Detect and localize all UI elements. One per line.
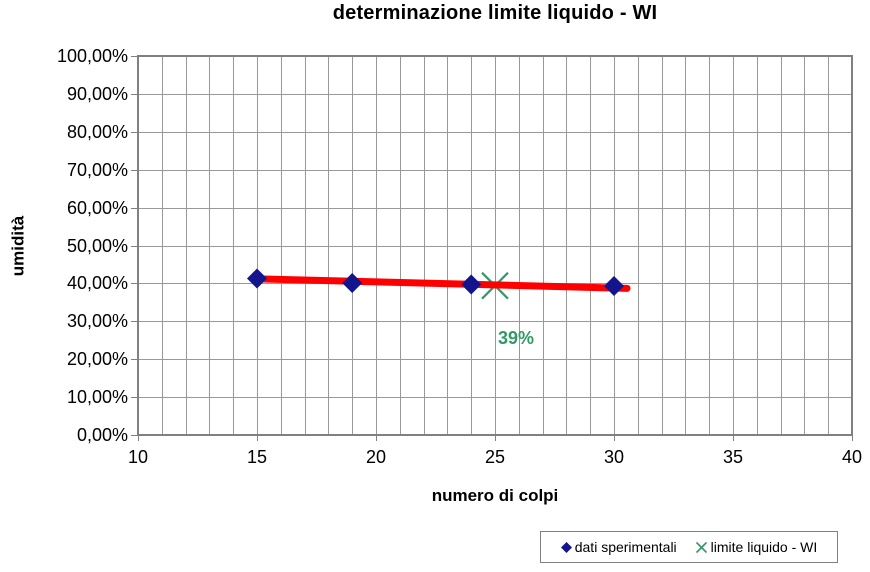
data-point-diamond — [461, 274, 482, 295]
y-tick-label: 70,00% — [66, 159, 128, 180]
x-tick-label: 30 — [603, 447, 625, 467]
x-tick-label: 15 — [246, 447, 268, 467]
legend-item-dati-sperimentali: dati sperimentali — [560, 539, 677, 555]
data-point-diamond — [247, 268, 267, 289]
legend-item-limite-liquido: limite liquido - WI — [695, 539, 818, 555]
liquid-limit-annotation: 39% — [497, 328, 535, 348]
y-tick-label: 60,00% — [66, 197, 128, 218]
x-tick-label: 35 — [722, 447, 744, 467]
y-tick-label: 50,00% — [66, 235, 128, 256]
data-point-diamond — [604, 276, 624, 297]
data-point-diamond — [342, 273, 363, 294]
y-tick-label: 80,00% — [66, 121, 128, 142]
y-tick-label: 40,00% — [66, 273, 128, 294]
x-tick-label: 20 — [365, 447, 387, 467]
series-dati-sperimentali — [247, 268, 624, 297]
x-tick-label: 25 — [484, 447, 506, 467]
x-axis-title: numero di colpi — [431, 486, 559, 505]
y-tick-label: 0,00% — [76, 425, 128, 445]
legend-box: dati sperimentali limite liquido - WI — [540, 531, 838, 563]
y-tick-label: 100,00% — [56, 46, 128, 66]
legend-label-dati-sperimentali: dati sperimentali — [574, 539, 677, 555]
trend-line — [248, 275, 631, 292]
axis-ticks — [131, 56, 853, 441]
plot-border — [137, 55, 853, 436]
gridlines — [138, 56, 852, 435]
y-tick-label: 20,00% — [66, 349, 128, 370]
chart-title: determinazione limite liquido - WI — [332, 2, 658, 24]
y-tick-label: 30,00% — [66, 311, 128, 332]
x-tick-label: 10 — [127, 447, 149, 467]
diamond-icon — [560, 541, 572, 553]
y-tick-label: 90,00% — [66, 83, 128, 104]
x-tick-label: 40 — [841, 447, 863, 467]
x-marker-icon — [695, 541, 707, 553]
y-tick-label: 10,00% — [66, 387, 128, 408]
legend-label-limite-liquido: limite liquido - WI — [710, 539, 818, 555]
